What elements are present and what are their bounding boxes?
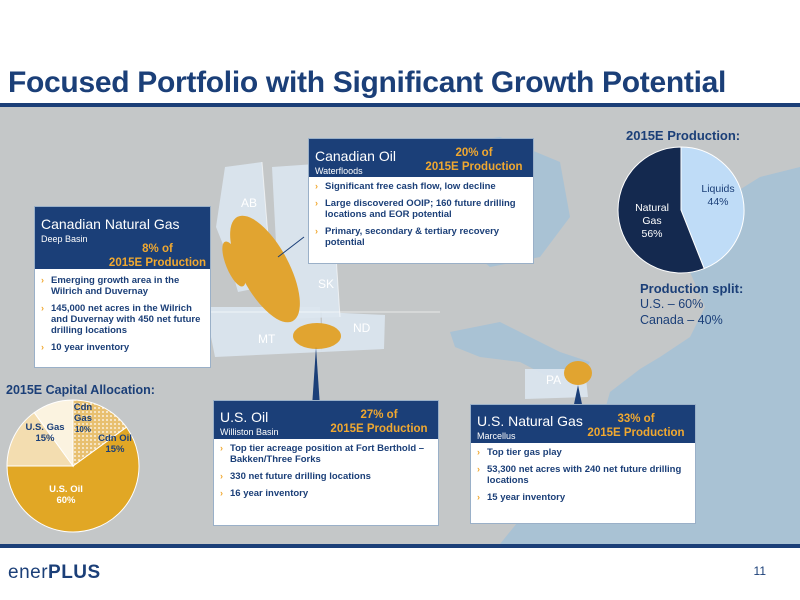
bullet-item: › 16 year inventory: [220, 488, 309, 499]
bullet-item: › 330 net future drilling locations: [220, 471, 371, 482]
capital-chart-title: 2015E Capital Allocation:: [6, 383, 155, 397]
production-share-line1: 33% of: [617, 413, 655, 425]
callout-header: Canadian Oil Waterfloods 20% of 2015E Pr…: [309, 139, 533, 177]
production-split-us: U.S. – 60%: [640, 297, 704, 311]
production-chart-title: 2015E Production:: [626, 128, 741, 143]
callout-us-oil: U.S. Oil Williston Basin 27% of 2015E Pr…: [213, 400, 439, 526]
chevron-right-icon: ›: [41, 303, 44, 313]
capital-slice-3: [72, 399, 128, 467]
canadian-oil-play-area: [230, 215, 300, 323]
capital-label-us-gas: U.S. Gas 15%: [25, 422, 65, 444]
production-share: 33% of 2015E Production: [579, 412, 693, 440]
production-share-line2: 2015E Production: [587, 427, 685, 439]
capital-label-us-oil: U.S. Oil 60%: [49, 484, 83, 506]
canadian-oil-pointer: [277, 236, 305, 258]
map-label-nd: ND: [353, 321, 371, 335]
map-label-sk: SK: [318, 277, 334, 291]
us-oil-play-area: [293, 323, 341, 349]
page-number: 11: [753, 564, 766, 578]
capital-allocation-pie: [6, 399, 140, 533]
us-gas-pointer: [573, 385, 583, 409]
bullet-item: › 15 year inventory: [477, 492, 566, 503]
production-share-line2: 2015E Production: [330, 423, 428, 435]
chevron-right-icon: ›: [477, 464, 480, 474]
footer-divider: [0, 544, 800, 548]
production-split-canada: Canada – 40%: [640, 313, 723, 327]
chevron-right-icon: ›: [41, 342, 44, 352]
chevron-right-icon: ›: [315, 198, 318, 208]
map-label-mt: MT: [258, 332, 276, 346]
production-slice-0: [680, 146, 745, 270]
bullet-item: › Primary, secondary & tertiary recovery …: [315, 226, 500, 248]
title-divider: [0, 103, 800, 107]
production-share: 8% of 2015E Production: [105, 242, 210, 270]
chevron-right-icon: ›: [315, 181, 318, 191]
bullet-item: › 145,000 net acres in the Wilrich and Du…: [41, 303, 201, 336]
callout-header: U.S. Natural Gas Marcellus 33% of 2015E …: [471, 405, 695, 443]
production-share-line2: 2015E Production: [425, 161, 523, 173]
chevron-right-icon: ›: [477, 447, 480, 457]
slide-title: Focused Portfolio with Significant Growt…: [8, 66, 727, 99]
us-oil-pointer: [312, 347, 320, 407]
us-gas-play-area: [564, 361, 592, 385]
capital-slice-0: [6, 426, 140, 533]
chevron-right-icon: ›: [220, 443, 223, 453]
capital-label-cdn-oil: Cdn Oil 15%: [98, 433, 132, 455]
bullet-list: › Top tier gas play › 53,300 net acres wit…: [471, 447, 695, 507]
production-slice-1: [617, 146, 705, 274]
chevron-right-icon: ›: [41, 275, 44, 285]
production-share-line1: 20% of: [455, 147, 493, 159]
bullet-item: › 53,300 net acres with 240 net future dr…: [477, 464, 682, 486]
callout-header: Canadian Natural Gas Deep Basin 8% of 20…: [35, 207, 210, 269]
bullet-item: › Emerging growth area in the Wilrich and…: [41, 275, 180, 297]
callout-us-natural-gas: U.S. Natural Gas Marcellus 33% of 2015E …: [470, 404, 696, 524]
production-share-line2: 2015E Production: [108, 257, 207, 269]
chevron-right-icon: ›: [477, 492, 480, 502]
bullet-item: › Top tier acreage position at Fort Berth…: [220, 443, 425, 465]
bullet-list: › Top tier acreage position at Fort Berth…: [214, 443, 438, 503]
callout-canadian-oil: Canadian Oil Waterfloods 20% of 2015E Pr…: [308, 138, 534, 264]
chevron-right-icon: ›: [220, 471, 223, 481]
production-split-title: Production split:: [640, 281, 744, 296]
bullet-list: › Emerging growth area in the Wilrich and…: [35, 275, 210, 357]
production-label-liquids: Liquids 44%: [701, 183, 735, 208]
production-share: 27% of 2015E Production: [322, 408, 436, 436]
production-share-line1: 27% of: [360, 409, 398, 421]
production-split: Production split: U.S. – 60% Canada – 40…: [640, 281, 743, 328]
production-share-line1: 8% of: [142, 243, 173, 255]
bullet-list: › Significant free cash flow, low decline…: [309, 181, 533, 252]
play-name: U.S. Oil: [220, 409, 269, 425]
production-pie: [617, 146, 745, 274]
play-name: Canadian Natural Gas: [41, 216, 180, 232]
chevron-right-icon: ›: [220, 488, 223, 498]
capital-slice-1: [6, 411, 74, 467]
capital-label-cdn-gas: Cdn Gas 10%: [73, 402, 93, 434]
chevron-right-icon: ›: [315, 226, 318, 236]
callout-header: U.S. Oil Williston Basin 27% of 2015E Pr…: [214, 401, 438, 439]
bullet-item: › Top tier gas play: [477, 447, 562, 458]
map-label-pa: PA: [546, 373, 561, 387]
play-name: Canadian Oil: [315, 148, 396, 164]
production-label-natural-gas: Natural Gas 56%: [635, 202, 669, 240]
canadian-gas-play-area: [222, 241, 246, 287]
bullet-item: › Significant free cash flow, low decline: [315, 181, 496, 192]
play-basin: Marcellus: [477, 431, 516, 441]
callout-canadian-natural-gas: Canadian Natural Gas Deep Basin 8% of 20…: [34, 206, 211, 368]
play-basin: Deep Basin: [41, 234, 88, 244]
enerplus-logo: enerPLUS: [8, 562, 101, 583]
production-share: 20% of 2015E Production: [417, 146, 531, 174]
play-basin: Waterfloods: [315, 166, 363, 176]
play-name: U.S. Natural Gas: [477, 413, 583, 429]
play-basin: Williston Basin: [220, 427, 279, 437]
bullet-item: › 10 year inventory: [41, 342, 130, 353]
bullet-item: › Large discovered OOIP; 160 future drill…: [315, 198, 516, 220]
map-label-ab: AB: [241, 196, 257, 210]
